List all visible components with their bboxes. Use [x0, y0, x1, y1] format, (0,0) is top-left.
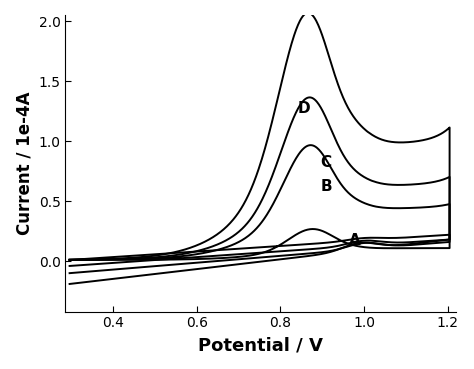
Text: B: B — [320, 179, 332, 194]
Text: C: C — [320, 155, 331, 170]
Text: D: D — [297, 101, 310, 116]
X-axis label: Potential / V: Potential / V — [198, 336, 323, 354]
Text: A: A — [349, 233, 361, 248]
Y-axis label: Current / 1e-4A: Current / 1e-4A — [15, 92, 33, 235]
